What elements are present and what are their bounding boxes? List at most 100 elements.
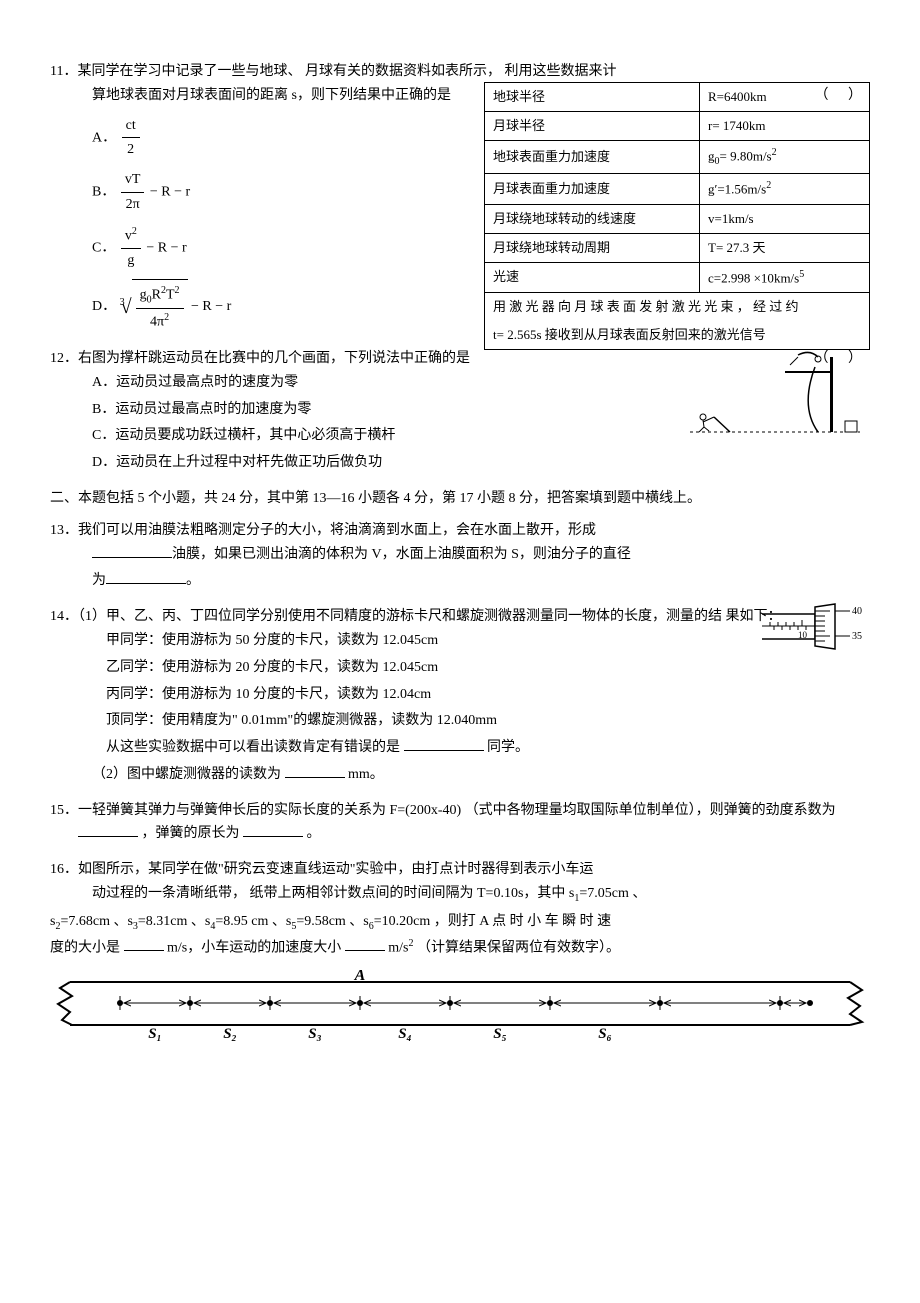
q11-text2: 算地球表面对月球表面间的距离 s，则下列结果中正确的是 [92, 88, 451, 103]
opt-label: A． [92, 130, 116, 145]
q11-option-a: A． ct 2 [50, 114, 330, 163]
blank [92, 544, 172, 558]
tail: − R − r [191, 299, 231, 314]
table-cell-value: g0= 9.80m/s2 [700, 141, 870, 174]
blank [404, 737, 484, 751]
numerator: g0R2T2 [136, 282, 184, 309]
cube-root: 3√ g0R2T2 4π2 [120, 279, 188, 335]
q13-text: 我们可以用油膜法粗略测定分子的大小，将油滴滴到水面上，会在水面上散开，形成 [78, 523, 596, 538]
segment-label: S₃ [308, 1026, 322, 1042]
q16-line1: 16．如图所示，某同学在做"研究云变速直线运动"实验中，由打点计时器得到表示小车… [50, 858, 870, 882]
paper-tape-figure: A S₁ S₂ S₃ S₄ S₅ S₆ [50, 970, 870, 1045]
table-cell-value: v=1km/s [700, 204, 870, 233]
tail: − R − r [146, 240, 186, 255]
table-cell-value: c=2.998 ×10km/s5 [700, 262, 870, 292]
q11-data-table: 地球半径R=6400km月球半径r= 1740km地球表面重力加速度g0= 9.… [484, 82, 870, 350]
numerator: v2 [121, 223, 141, 249]
blank [124, 937, 164, 951]
fraction: g0R2T2 4π2 [136, 282, 184, 335]
question-13: 13．我们可以用油膜法粗略测定分子的大小，将油滴滴到水面上，会在水面上散开，形成… [50, 519, 870, 593]
q14-ding: 顶同学：使用精度为" 0.01mm"的螺旋测微器，读数为 12.040mm [50, 709, 870, 733]
q11-stem-line1: 11．某同学在学习中记录了一些与地球、 月球有关的数据资料如表所示， 利用这些数… [50, 60, 870, 84]
denominator: 2π [121, 193, 145, 217]
numerator: vT [121, 168, 145, 193]
fraction: ct 2 [122, 114, 140, 163]
thimble-top-label: 40 [852, 606, 862, 617]
table-cell-label: 月球绕地球转动周期 [485, 233, 700, 262]
question-15: 15．一轻弹簧其弹力与弹簧伸长后的实际长度的关系为 F=(200x-40) （式… [50, 799, 870, 847]
blank [106, 570, 186, 584]
denominator: g [121, 249, 141, 273]
q11-option-b: B． vT 2π − R − r [50, 168, 330, 217]
fraction: v2 g [121, 223, 141, 273]
q14-intro: 14．（1）甲、乙、丙、丁四位同学分别使用不同精度的游标卡尺和螺旋测微器测量同一… [50, 605, 870, 629]
q15-text: 15．一轻弹簧其弹力与弹簧伸长后的实际长度的关系为 F=(200x-40) （式… [50, 799, 870, 847]
tail: − R − r [150, 185, 190, 200]
opt-label: C． [92, 240, 115, 255]
main-scale-label: 10 [798, 630, 808, 640]
table-cell-value: T= 27.3 天 [700, 233, 870, 262]
q14-yi: 乙同学：使用游标为 20 分度的卡尺，读数为 12.045cm [50, 656, 870, 680]
table-cell-label: 地球表面重力加速度 [485, 141, 700, 174]
table-row: 月球绕地球转动周期T= 27.3 天 [485, 233, 870, 262]
table-row: 月球表面重力加速度g′=1.56m/s2 [485, 174, 870, 204]
q14-number: 14． [50, 609, 78, 624]
q16-line4: 度的大小是 m/s，小车运动的加速度大小 m/s2 （计算结果保留两位有效数字）… [50, 935, 870, 960]
q13-line2: 油膜，如果已测出油滴的体积为 V，水面上油膜面积为 S，则油分子的直径 [50, 543, 870, 567]
segment-label: S₅ [493, 1026, 507, 1042]
q14-part2: （2）图中螺旋测微器的读数为 mm。 [50, 763, 870, 787]
blank [285, 764, 345, 778]
segment-label: S₁ [148, 1026, 162, 1042]
q12-number: 12． [50, 351, 78, 366]
blank [345, 937, 385, 951]
q11-option-d: D． 3√ g0R2T2 4π2 − R − r [50, 279, 330, 335]
table-cell-merged: 用 激 光 器 向 月 球 表 面 发 射 激 光 光 束 ， 经 过 约 [485, 293, 870, 322]
q12-option-d: D．运动员在上升过程中对杆先做正功后做负功 [50, 451, 870, 475]
q11-options: A． ct 2 B． vT 2π − R − r C． v2 g − R − r… [50, 114, 330, 335]
table-cell-label: 月球半径 [485, 112, 700, 141]
q11-text1: 某同学在学习中记录了一些与地球、 月球有关的数据资料如表所示， 利用这些数据来计 [77, 64, 616, 79]
table-cell-value: r= 1740km [700, 112, 870, 141]
q13-line1: 13．我们可以用油膜法粗略测定分子的大小，将油滴滴到水面上，会在水面上散开，形成 [50, 519, 870, 543]
opt-label: D． [92, 299, 116, 314]
table-row: t= 2.565s 接收到从月球表面反射回来的激光信号 [485, 321, 870, 350]
point-a-label: A [354, 970, 366, 984]
q11-option-c: C． v2 g − R − r [50, 223, 330, 273]
q11-number: 11． [50, 64, 77, 79]
table-row: 光速c=2.998 ×10km/s5 [485, 262, 870, 292]
q14-jia: 甲同学：使用游标为 50 分度的卡尺，读数为 12.045cm [50, 629, 870, 653]
table-cell-value: g′=1.56m/s2 [700, 174, 870, 204]
thimble-bottom-label: 35 [852, 631, 862, 642]
table-cell-label: 地球半径 [485, 83, 700, 112]
table-cell-merged: t= 2.565s 接收到从月球表面反射回来的激光信号 [485, 321, 870, 350]
table-cell-label: 月球绕地球转动的线速度 [485, 204, 700, 233]
q12-text: 右图为撑杆跳运动员在比赛中的几个画面，下列说法中正确的是 [78, 351, 470, 366]
table-row: 用 激 光 器 向 月 球 表 面 发 射 激 光 光 束 ， 经 过 约 [485, 293, 870, 322]
segment-label: S₄ [398, 1026, 412, 1042]
table-row: 月球半径r= 1740km [485, 112, 870, 141]
segment-label: S₂ [223, 1026, 237, 1042]
table-cell-label: 光速 [485, 262, 700, 292]
section-2-header: 二、本题包括 5 个小题，共 24 分，其中第 13—16 小题各 4 分，第 … [50, 487, 870, 511]
blank [78, 823, 138, 837]
q14-bing: 丙同学：使用游标为 10 分度的卡尺，读数为 12.04cm [50, 683, 870, 707]
q14-conclusion: 从这些实验数据中可以看出读数肯定有错误的是 同学。 [50, 736, 870, 760]
question-16: 16．如图所示，某同学在做"研究云变速直线运动"实验中，由打点计时器得到表示小车… [50, 858, 870, 1054]
question-14: 14．（1）甲、乙、丙、丁四位同学分别使用不同精度的游标卡尺和螺旋测微器测量同一… [50, 605, 870, 787]
table-cell-value: R=6400km [700, 83, 870, 112]
q16-line2: 动过程的一条清晰纸带， 纸带上两相邻计数点间的时间间隔为 T=0.10s，其中 … [50, 882, 870, 907]
denominator: 2 [122, 138, 140, 162]
table-row: 地球表面重力加速度g0= 9.80m/s2 [485, 141, 870, 174]
numerator: ct [122, 114, 140, 139]
segment-label: S₆ [598, 1026, 612, 1042]
table-row: 月球绕地球转动的线速度v=1km/s [485, 204, 870, 233]
table-row: 地球半径R=6400km [485, 83, 870, 112]
denominator: 4π2 [136, 309, 184, 334]
q13-number: 13． [50, 523, 78, 538]
q12-pole-vault-figure [690, 347, 860, 442]
question-12: 12．右图为撑杆跳运动员在比赛中的几个画面，下列说法中正确的是 （ ） A．运动… [50, 347, 870, 475]
question-11: 11．某同学在学习中记录了一些与地球、 月球有关的数据资料如表所示， 利用这些数… [50, 60, 870, 335]
opt-label: B． [92, 185, 115, 200]
q15-number: 15． [50, 803, 78, 818]
blank [243, 823, 303, 837]
